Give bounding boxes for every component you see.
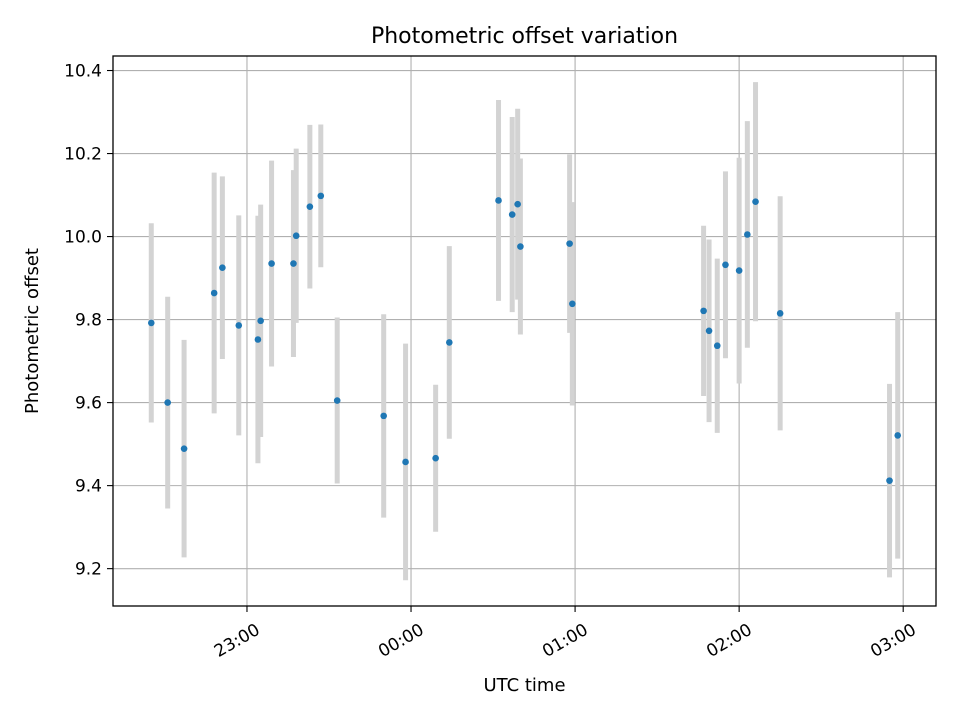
- chart-title: Photometric offset variation: [371, 24, 678, 49]
- data-point: [894, 432, 902, 439]
- data-point: [147, 319, 155, 327]
- x-tick-label: 02:00: [703, 620, 755, 662]
- y-tick-label: 9.4: [75, 477, 102, 497]
- data-point: [180, 445, 188, 452]
- data-point: [514, 200, 521, 208]
- y-tick-label: 10.0: [64, 228, 102, 248]
- data-point: [219, 264, 226, 271]
- y-tick-label: 9.8: [75, 311, 102, 331]
- x-axis-label: UTC time: [483, 675, 565, 696]
- y-tick-label: 9.2: [75, 560, 102, 580]
- x-tick-label: 23:00: [211, 620, 263, 662]
- plot-frame: [112, 55, 937, 607]
- data-points: [147, 192, 902, 484]
- x-tick-label: 00:00: [375, 620, 427, 662]
- data-point: [317, 192, 325, 200]
- data-point: [735, 267, 743, 274]
- y-tick-label: 10.2: [64, 145, 102, 165]
- data-point: [713, 342, 721, 350]
- data-point: [566, 240, 573, 247]
- data-point: [495, 197, 502, 204]
- data-point: [210, 289, 218, 297]
- data-point: [517, 243, 524, 250]
- data-point: [333, 397, 341, 404]
- y-tick-label: 10.4: [64, 62, 102, 82]
- data-point: [569, 300, 576, 308]
- data-point: [268, 260, 275, 267]
- y-axis-label: Photometric offset: [22, 248, 43, 414]
- data-point: [292, 232, 300, 240]
- x-tick-label: 03:00: [867, 620, 919, 662]
- data-point: [254, 336, 262, 343]
- x-tick-label: 01:00: [539, 620, 591, 662]
- x-axis-ticks: 23:00 00:00 01:00 02:00 03:00: [211, 606, 920, 662]
- data-point: [306, 203, 314, 210]
- data-point: [257, 317, 264, 325]
- grid: [113, 56, 936, 606]
- data-point: [705, 327, 713, 335]
- data-point: [508, 211, 516, 218]
- data-point: [290, 260, 297, 267]
- data-point: [744, 231, 751, 238]
- y-tick-label: 9.6: [75, 394, 102, 414]
- data-point: [164, 399, 171, 406]
- data-point: [235, 322, 243, 329]
- data-point: [402, 458, 409, 466]
- y-axis-ticks: 9.2 9.4 9.6 9.8 10.0 10.2 10.4: [64, 62, 113, 580]
- data-point: [886, 477, 893, 484]
- data-point: [380, 412, 387, 420]
- data-point: [776, 310, 784, 317]
- data-point: [446, 339, 453, 346]
- data-point: [722, 261, 729, 269]
- data-point: [432, 454, 439, 462]
- error-bars: [148, 82, 901, 581]
- data-point: [752, 198, 759, 205]
- data-point: [700, 307, 707, 315]
